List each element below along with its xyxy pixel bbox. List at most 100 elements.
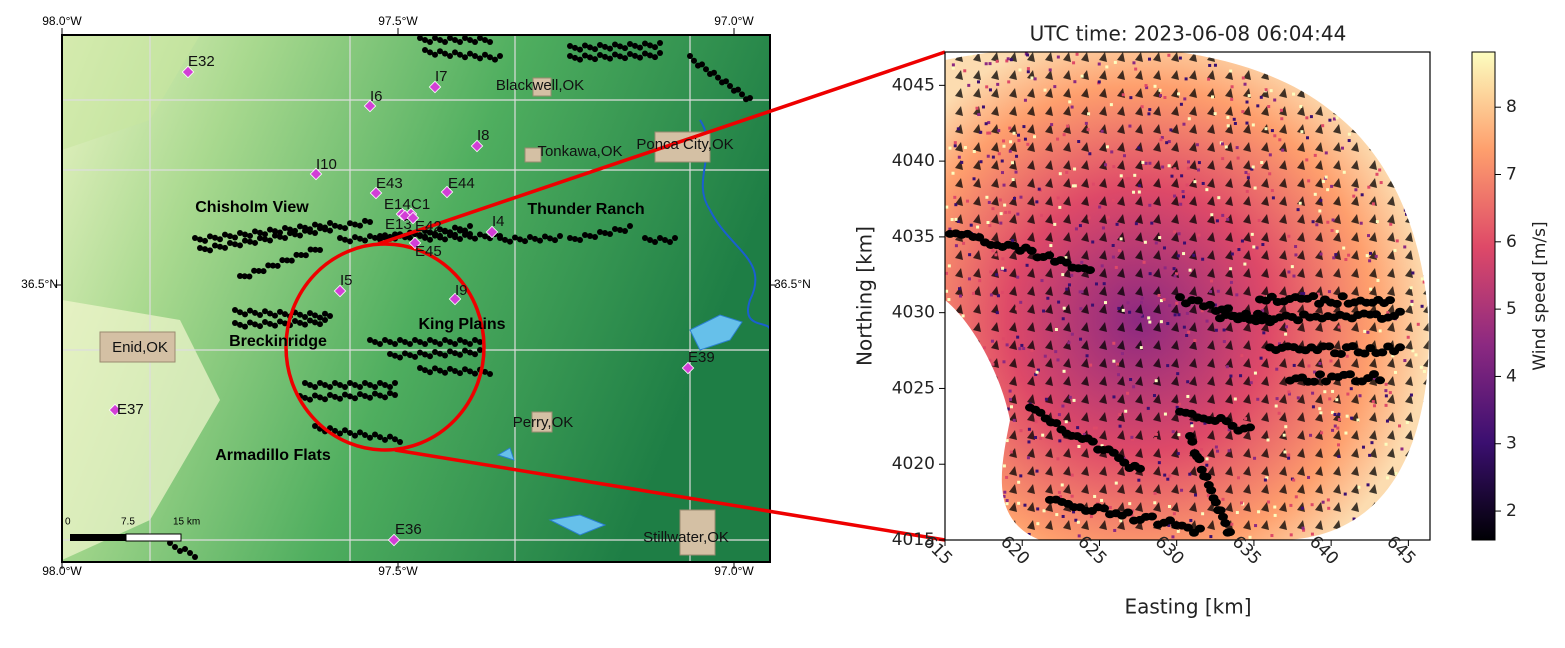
turbine — [241, 273, 248, 280]
turbine — [282, 235, 288, 241]
wind-arrow — [1135, 484, 1143, 494]
wind-arrow — [1171, 322, 1179, 332]
turbine — [1293, 316, 1303, 325]
speed-pixel — [1001, 337, 1005, 341]
wind-arrow — [1081, 142, 1089, 152]
turbine — [382, 394, 388, 401]
speed-pixel — [1012, 418, 1016, 422]
wind-arrow — [1081, 232, 1089, 242]
turbine — [392, 436, 398, 443]
speed-pixel — [1185, 183, 1189, 187]
speed-pixel — [1307, 475, 1311, 479]
speed-pixel — [1118, 413, 1122, 417]
speed-pixel — [950, 218, 954, 222]
wind-arrow — [1081, 412, 1089, 422]
wind-arrow — [1009, 430, 1017, 440]
speed-pixel — [1269, 89, 1273, 93]
speed-pixel — [1182, 252, 1186, 256]
wind-arrow — [1171, 484, 1179, 494]
turbine — [332, 393, 338, 400]
wind-arrow — [1207, 160, 1215, 170]
speed-pixel — [1394, 471, 1398, 475]
wind-arrow — [1153, 178, 1161, 188]
wind-arrow — [1225, 268, 1233, 278]
wind-arrow — [1099, 268, 1107, 278]
turbine — [392, 392, 398, 398]
wind-arrow — [1009, 178, 1017, 188]
turbine — [377, 434, 383, 441]
wind-arrow — [1405, 376, 1413, 386]
speed-pixel — [1172, 512, 1176, 516]
wind-arrow — [1261, 412, 1269, 422]
turbine — [252, 309, 258, 316]
wind-arrow — [1045, 70, 1053, 80]
wind-arrow — [1117, 268, 1125, 278]
speed-pixel — [1366, 483, 1370, 487]
speed-pixel — [1393, 370, 1397, 374]
turbine — [657, 40, 663, 46]
wind-arrow — [1315, 412, 1323, 422]
wind-arrow — [1117, 196, 1125, 206]
speed-pixel — [1197, 233, 1201, 237]
speed-pixel — [1367, 234, 1371, 238]
turbine — [277, 308, 283, 315]
speed-pixel — [987, 121, 991, 125]
site-label: I6 — [370, 88, 383, 105]
speed-pixel — [1059, 495, 1063, 499]
speed-pixel — [1403, 245, 1407, 249]
turbine — [387, 433, 393, 440]
speed-pixel — [1249, 381, 1253, 385]
turbine — [672, 235, 678, 241]
turbine — [282, 320, 288, 327]
speed-pixel — [1053, 222, 1057, 226]
speed-pixel — [1129, 378, 1133, 382]
turbine — [387, 339, 393, 345]
wind-arrow — [1387, 394, 1395, 404]
speed-pixel — [1369, 251, 1373, 255]
turbine — [417, 349, 423, 356]
wind-arrow — [1225, 106, 1233, 116]
wind-arrow — [1081, 214, 1089, 224]
speed-pixel — [1139, 346, 1143, 350]
speed-pixel — [1132, 61, 1136, 65]
turbine — [322, 382, 328, 388]
colorbar-tick-label: 6 — [1506, 232, 1517, 252]
speed-pixel — [1331, 428, 1335, 432]
speed-pixel — [1015, 307, 1019, 311]
speed-pixel — [1101, 226, 1105, 230]
speed-pixel — [1366, 330, 1370, 334]
speed-pixel — [1230, 522, 1234, 526]
wind-arrow — [1243, 466, 1251, 476]
speed-pixel — [1005, 343, 1009, 347]
speed-pixel — [1246, 173, 1250, 177]
speed-pixel — [1008, 397, 1012, 401]
wind-arrow — [1135, 124, 1143, 134]
turbine — [362, 432, 368, 439]
wind-arrow — [1045, 178, 1053, 188]
speed-pixel — [1201, 512, 1205, 516]
speed-pixel — [1241, 110, 1245, 114]
turbine — [537, 237, 543, 244]
speed-pixel — [1411, 349, 1415, 353]
speed-pixel — [1241, 76, 1245, 80]
turbine — [552, 237, 558, 244]
wind-arrow — [1171, 88, 1179, 98]
speed-pixel — [1134, 67, 1138, 71]
wind-arrow — [1279, 142, 1287, 152]
turbine — [322, 310, 328, 317]
wind-arrow — [1297, 448, 1305, 458]
wind-arrow — [1387, 250, 1395, 260]
wind-arrow — [1207, 520, 1215, 530]
wind-arrow — [1081, 322, 1089, 332]
wind-arrow — [1099, 358, 1107, 368]
wind-arrow — [1261, 232, 1269, 242]
turbine — [522, 238, 528, 245]
wind-arrow — [1117, 214, 1125, 224]
speed-pixel — [1273, 513, 1277, 517]
speed-pixel — [1154, 432, 1158, 436]
wind-arrow — [1027, 466, 1035, 476]
wind-arrow — [1297, 250, 1305, 260]
turbine — [222, 244, 228, 251]
speed-pixel — [1189, 422, 1193, 426]
speed-pixel — [1337, 443, 1341, 447]
